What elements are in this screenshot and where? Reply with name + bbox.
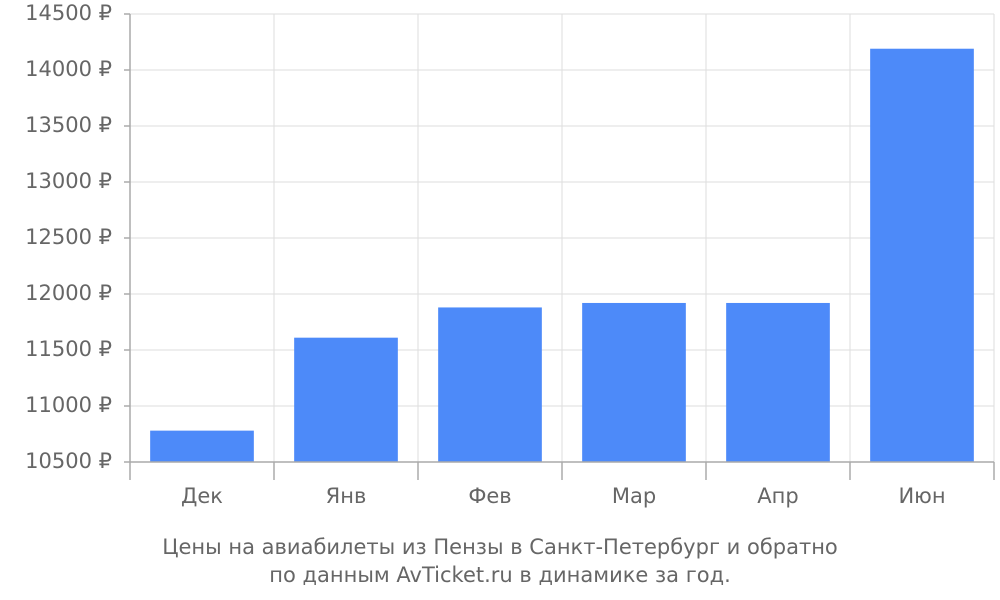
y-tick-label: 11000 ₽ [25,393,112,417]
x-tick-label: Мар [612,484,656,508]
bar [150,430,254,462]
bar [438,307,542,462]
y-tick-label: 12000 ₽ [25,281,112,305]
x-tick-label: Фев [468,484,511,508]
x-tick-label: Дек [181,484,223,508]
bar [726,302,830,462]
caption-line: Цены на авиабилеты из Пензы в Санкт-Пете… [162,535,838,559]
bar [582,302,686,462]
y-tick-label: 13500 ₽ [25,113,112,137]
bar [870,48,974,462]
y-tick-label: 14500 ₽ [25,1,112,25]
y-tick-label: 13000 ₽ [25,169,112,193]
x-tick-label: Апр [757,484,798,508]
bar [294,337,398,462]
caption-line: по данным AvTicket.ru в динамике за год. [269,563,731,587]
y-tick-label: 10500 ₽ [25,449,112,473]
y-tick-label: 11500 ₽ [25,337,112,361]
y-tick-label: 12500 ₽ [25,225,112,249]
y-tick-label: 14000 ₽ [25,57,112,81]
x-tick-label: Июн [898,484,945,508]
x-tick-label: Янв [326,484,367,508]
